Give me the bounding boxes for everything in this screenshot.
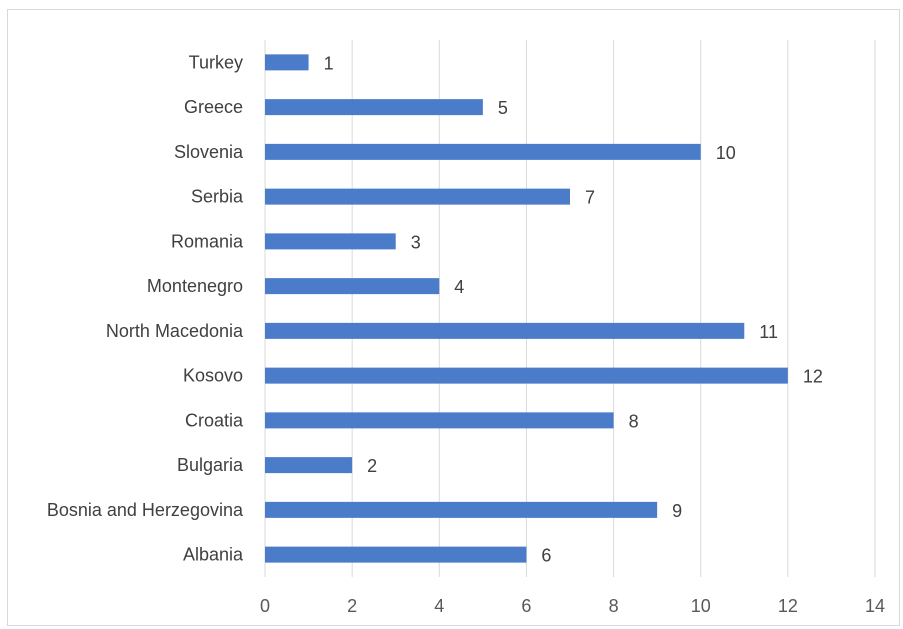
data-label: 4 xyxy=(454,277,464,297)
x-tick-label: 0 xyxy=(260,596,270,616)
category-label: Turkey xyxy=(189,52,243,72)
x-tick-label: 2 xyxy=(347,596,357,616)
data-label: 12 xyxy=(803,367,823,387)
data-label: 5 xyxy=(498,98,508,118)
category-label: Croatia xyxy=(185,410,244,430)
bar-montenegro xyxy=(265,278,440,295)
x-tick-label: 6 xyxy=(521,596,531,616)
gridlines xyxy=(264,40,876,577)
bar-albania xyxy=(265,546,527,563)
category-label: Montenegro xyxy=(147,276,243,296)
data-labels: 1 5 10 7 3 4 11 12 8 2 9 6 xyxy=(324,53,823,565)
x-tick-label: 4 xyxy=(434,596,444,616)
category-label: Romania xyxy=(171,231,244,251)
category-label: Kosovo xyxy=(183,366,243,386)
category-label: North Macedonia xyxy=(106,321,244,341)
bar-turkey xyxy=(265,54,309,71)
x-tick-label: 12 xyxy=(778,596,798,616)
data-label: 1 xyxy=(324,53,334,73)
data-label: 11 xyxy=(759,322,778,342)
bar-greece xyxy=(265,99,483,116)
data-label: 8 xyxy=(629,411,639,431)
category-labels: Turkey Greece Slovenia Serbia Romania Montene… xyxy=(47,52,244,564)
category-label: Slovenia xyxy=(174,142,244,162)
category-label: Albania xyxy=(183,545,244,565)
bar-bulgaria xyxy=(265,457,353,474)
data-label: 6 xyxy=(541,546,551,566)
bar-serbia xyxy=(265,188,570,205)
bar-romania xyxy=(265,233,396,250)
category-label: Bulgaria xyxy=(177,455,244,475)
data-label: 9 xyxy=(672,501,682,521)
category-label: Serbia xyxy=(191,187,244,207)
data-label: 10 xyxy=(716,143,736,163)
category-label: Bosnia and Herzegovina xyxy=(47,500,244,520)
bar-slovenia xyxy=(265,143,701,160)
data-label: 2 xyxy=(367,456,377,476)
x-tick-label: 10 xyxy=(691,596,711,616)
x-tick-labels: 0 2 4 6 8 10 12 14 xyxy=(260,596,885,616)
bar-croatia xyxy=(265,412,614,429)
x-tick-label: 8 xyxy=(609,596,619,616)
data-label: 7 xyxy=(585,188,595,208)
bars xyxy=(265,54,788,563)
bar-kosovo xyxy=(265,367,788,384)
data-label: 3 xyxy=(411,232,421,252)
category-label: Greece xyxy=(184,97,243,117)
x-tick-label: 14 xyxy=(865,596,885,616)
bar-north-macedonia xyxy=(265,322,745,339)
bar-bosnia-and-herzegovina xyxy=(265,501,658,518)
